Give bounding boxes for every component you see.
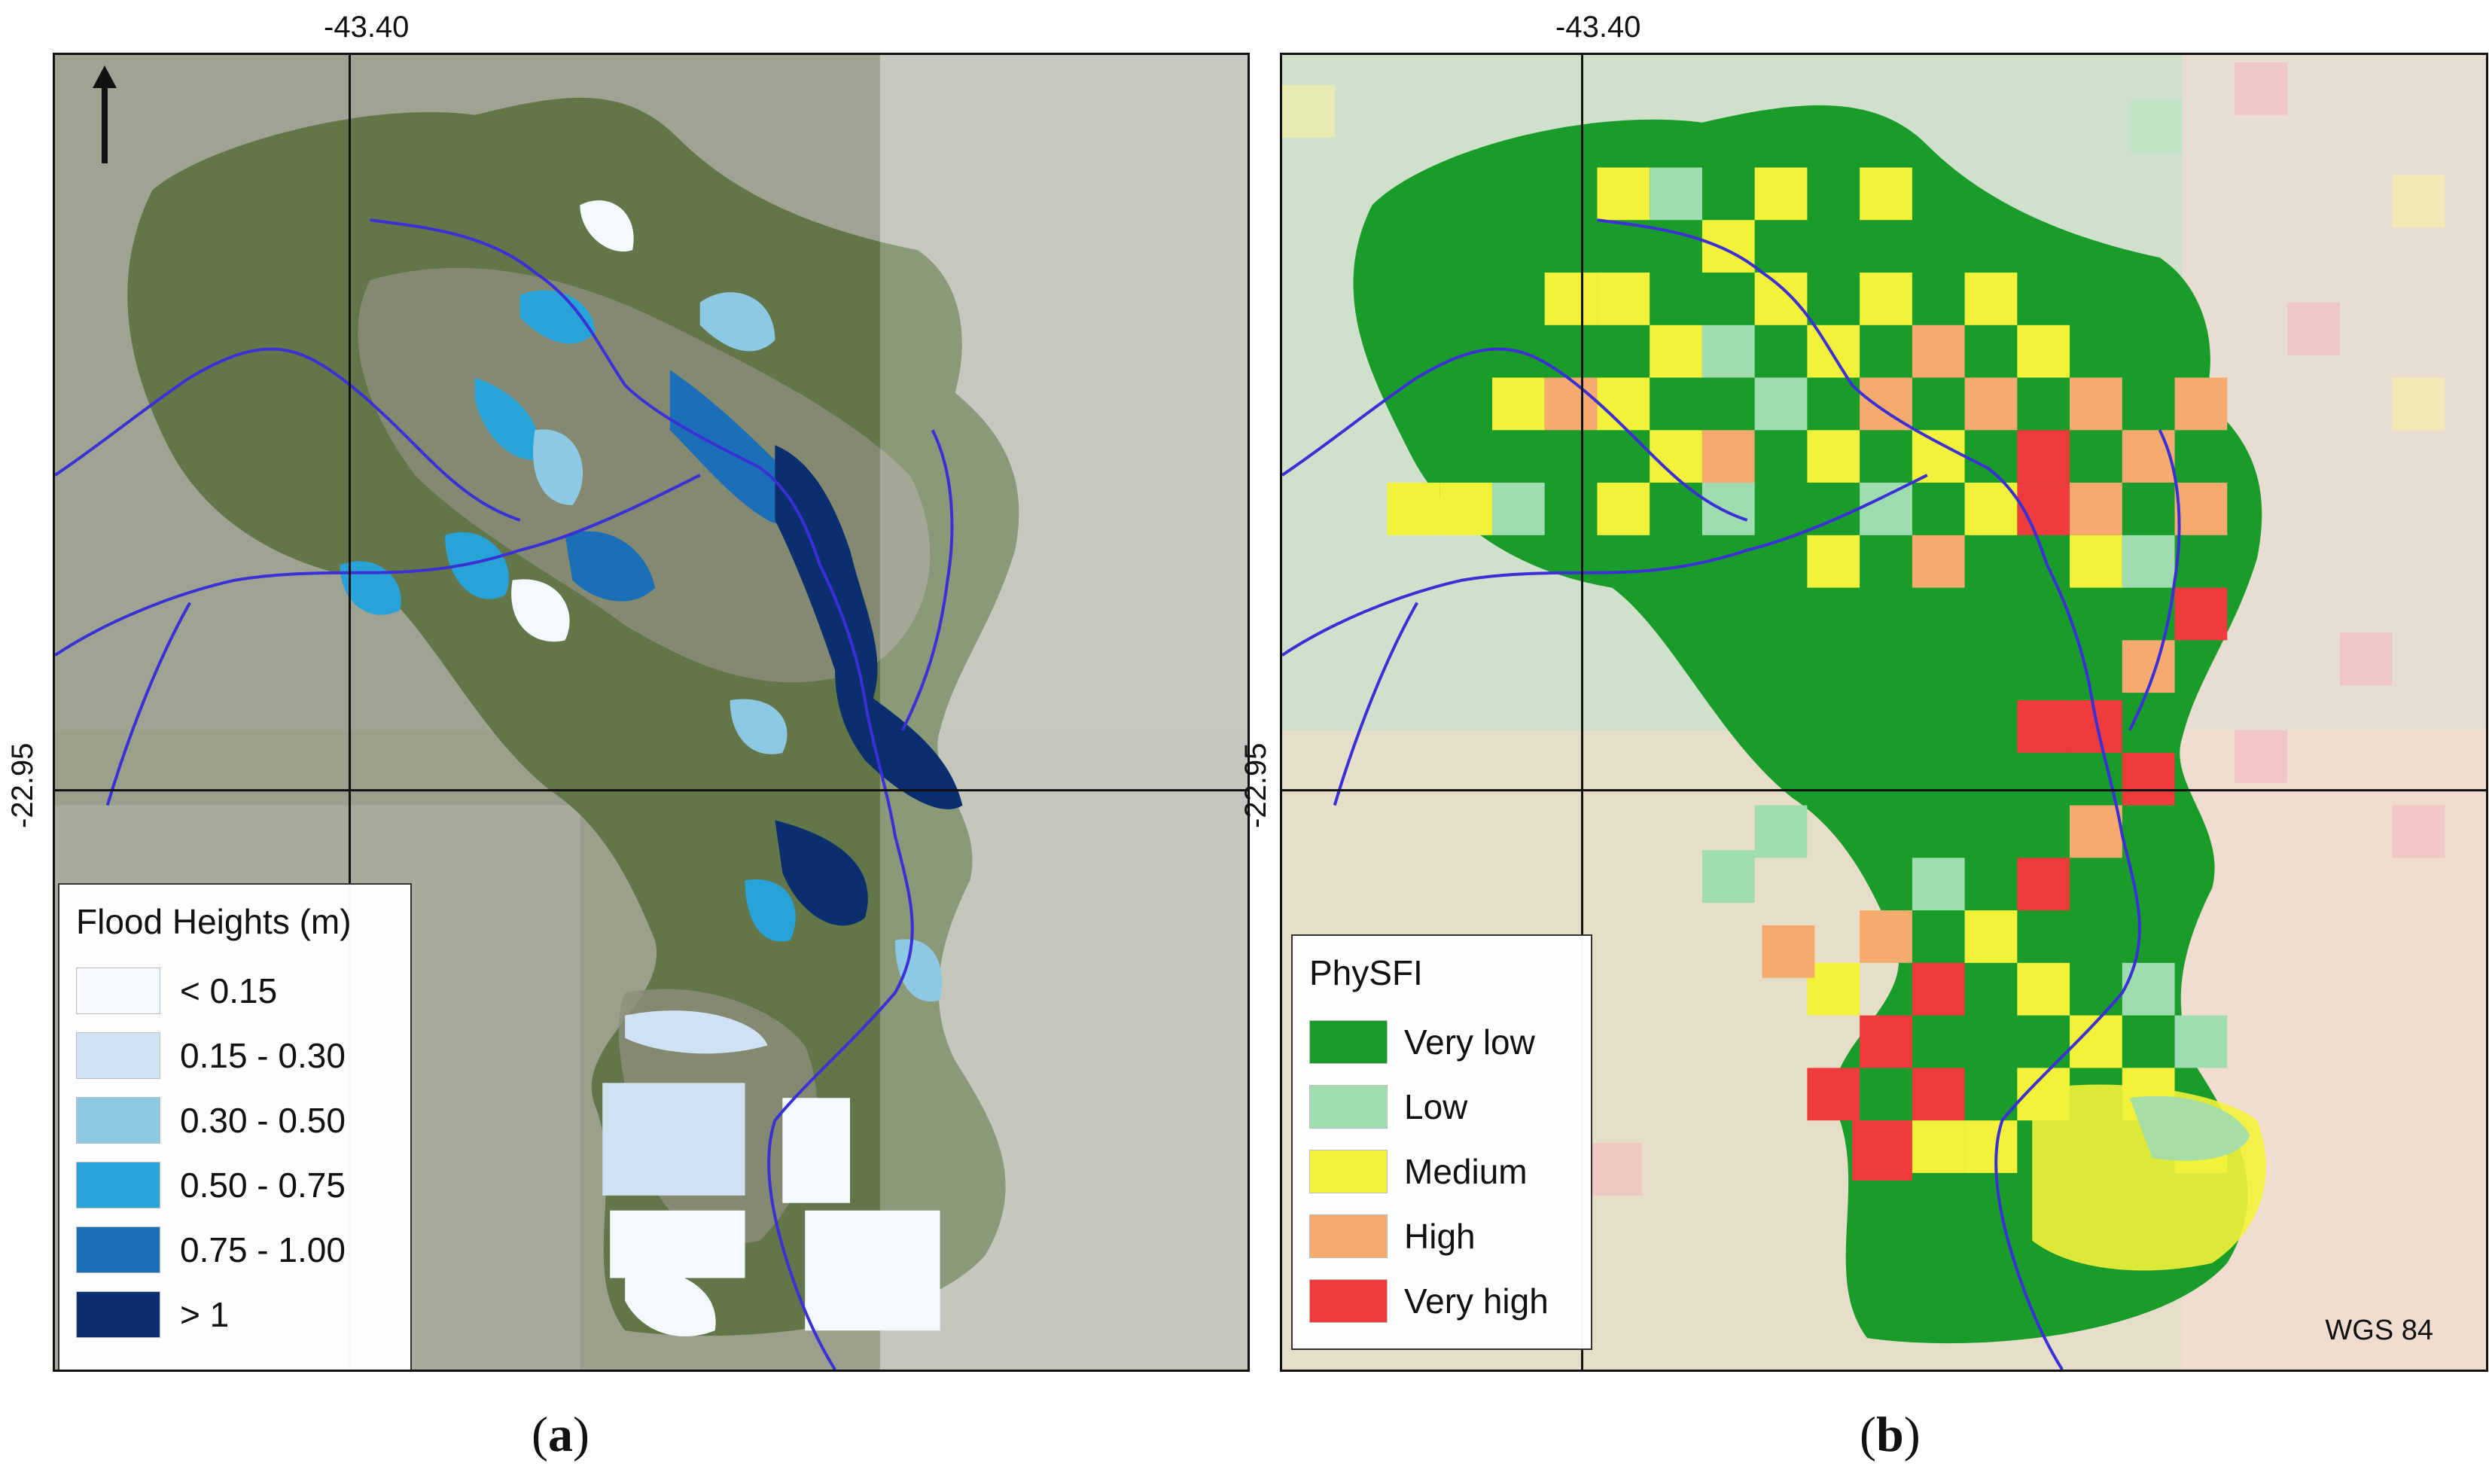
legend-item: Low <box>1309 1074 1574 1139</box>
legend-swatch <box>76 967 160 1014</box>
legend-item: High <box>1309 1204 1574 1269</box>
caption-letter: b <box>1875 1407 1904 1462</box>
rivers <box>55 218 954 1370</box>
legend-label: High <box>1404 1217 1476 1256</box>
longitude-label-a: -43.40 <box>324 11 410 44</box>
legend-title: PhySFI <box>1309 953 1423 992</box>
north-arrow-icon <box>93 66 117 163</box>
legend-label: 0.75 - 1.00 <box>180 1230 346 1269</box>
legend-label: Very low <box>1404 1022 1535 1062</box>
legend-label: 0.30 - 0.50 <box>180 1101 346 1140</box>
legend-item: 0.15 - 0.30 <box>76 1023 394 1088</box>
legend-title: Flood Heights (m) <box>76 902 352 941</box>
legend-swatch <box>76 1291 160 1338</box>
legend-swatch <box>1309 1150 1388 1193</box>
legend-item: > 1 <box>76 1282 394 1347</box>
legend-swatch <box>1309 1279 1388 1323</box>
flood-heights-legend: Flood Heights (m) < 0.15 0.15 - 0.30 0.3… <box>58 883 412 1370</box>
legend-item: Very high <box>1309 1269 1574 1333</box>
caption-letter: a <box>547 1407 573 1462</box>
latitude-label-b: -22.95 <box>1239 742 1272 828</box>
caption-a: (a) <box>532 1407 590 1462</box>
legend-item: < 0.15 <box>76 958 394 1023</box>
legend-swatch <box>1309 1020 1388 1064</box>
legend-label: 0.15 - 0.30 <box>180 1036 346 1075</box>
rivers <box>1282 218 2181 1370</box>
legend-item: Very low <box>1309 1010 1574 1074</box>
caption-b: (b) <box>1860 1407 1921 1462</box>
map-panel-a: Flood Heights (m) < 0.15 0.15 - 0.30 0.3… <box>53 53 1250 1372</box>
legend-item: 0.50 - 0.75 <box>76 1153 394 1217</box>
longitude-label-b: -43.40 <box>1555 11 1641 44</box>
crs-label: WGS 84 <box>2325 1315 2433 1346</box>
legend-label: 0.50 - 0.75 <box>180 1166 346 1205</box>
legend-swatch <box>1309 1085 1388 1129</box>
physfi-map <box>1282 55 2486 1370</box>
legend-label: > 1 <box>180 1295 230 1334</box>
legend-item: 0.30 - 0.50 <box>76 1088 394 1153</box>
legend-swatch <box>1309 1214 1388 1258</box>
map-panel-b: PhySFI Very low Low Medium High Very hig… <box>1280 53 2488 1372</box>
physfi-legend: PhySFI Very low Low Medium High Very hig… <box>1291 934 1592 1350</box>
legend-item: 0.75 - 1.00 <box>76 1217 394 1282</box>
flood-heights-map <box>55 55 1248 1370</box>
legend-label: Medium <box>1404 1152 1528 1191</box>
legend-label: Very high <box>1404 1281 1549 1321</box>
legend-label: < 0.15 <box>180 971 278 1010</box>
legend-swatch <box>76 1097 160 1144</box>
legend-swatch <box>76 1227 160 1273</box>
legend-item: Medium <box>1309 1139 1574 1204</box>
legend-swatch <box>76 1032 160 1079</box>
physfi-cells <box>1387 167 2228 1181</box>
legend-swatch <box>76 1162 160 1208</box>
legend-label: Low <box>1404 1087 1468 1126</box>
latitude-label-a: -22.95 <box>6 742 39 828</box>
